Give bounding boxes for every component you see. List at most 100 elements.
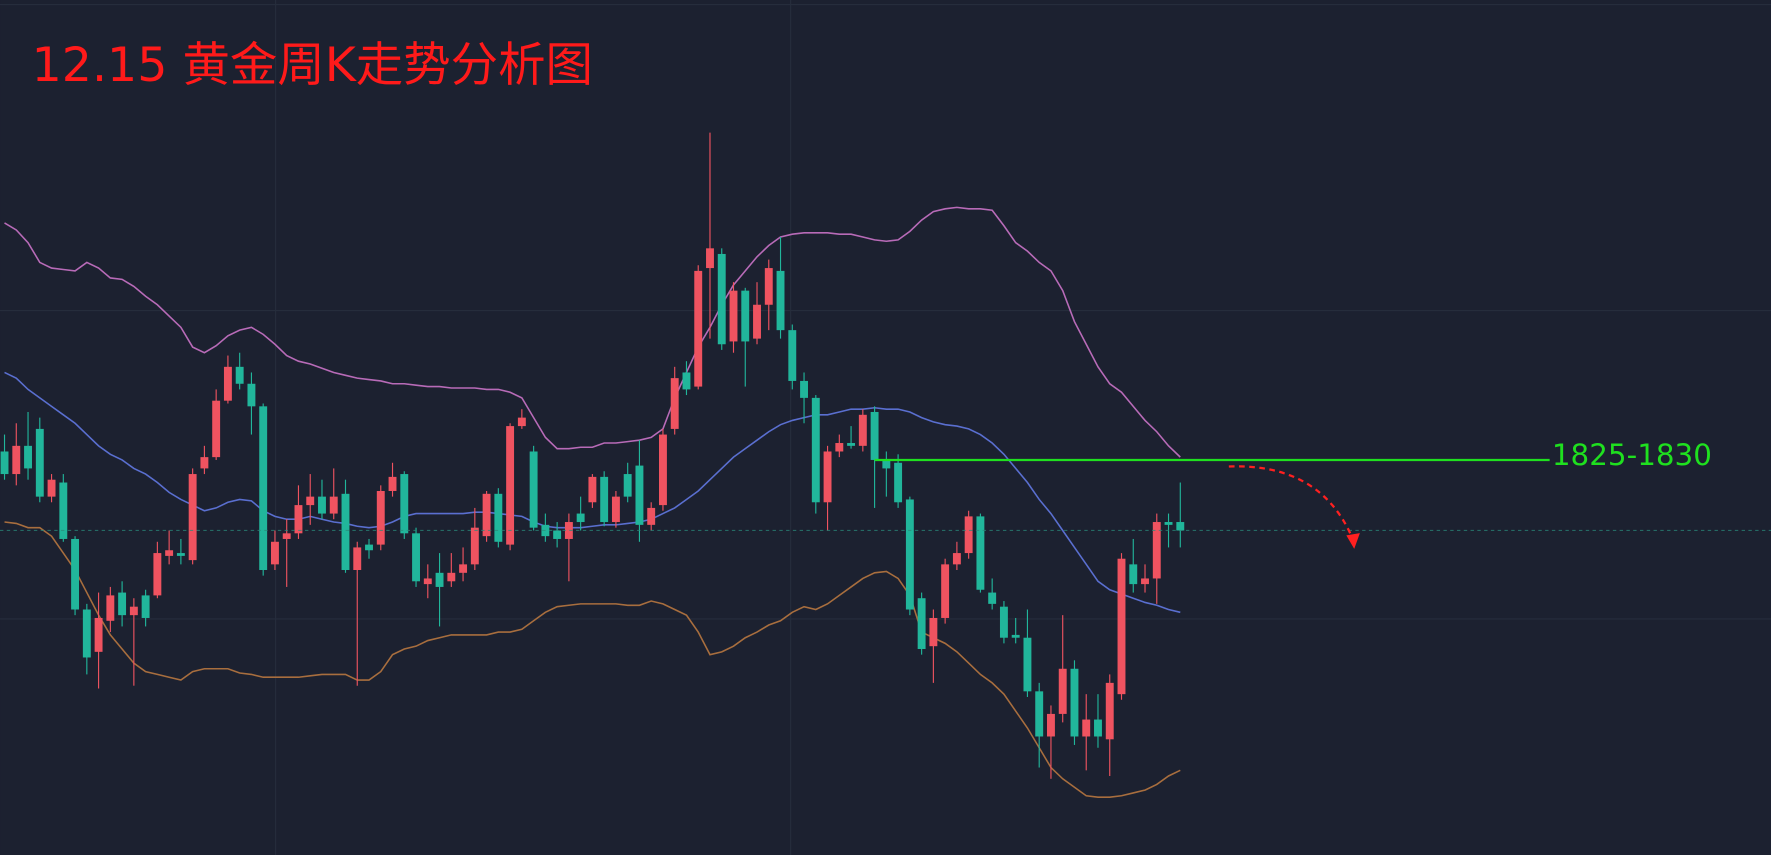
candle-body xyxy=(35,428,44,497)
candle-body xyxy=(282,533,291,539)
candle-body xyxy=(47,479,56,497)
candle-body xyxy=(141,595,150,618)
candle-body xyxy=(24,445,32,469)
candle-body xyxy=(153,553,162,596)
candle-body xyxy=(318,496,326,514)
candle-body xyxy=(94,617,103,652)
candle-body xyxy=(376,490,385,545)
candle-body xyxy=(223,366,232,401)
candle-body xyxy=(1082,719,1091,737)
candle-body xyxy=(129,606,138,616)
candle-body xyxy=(482,493,491,537)
candle-body xyxy=(247,383,256,407)
level-label: 1825-1830 xyxy=(1552,438,1712,472)
candle-body xyxy=(1129,564,1138,585)
candle-body xyxy=(470,527,479,565)
band-line xyxy=(4,371,1181,614)
plot: 1825-1830 xyxy=(0,132,1771,798)
candle-body xyxy=(776,270,785,331)
candle-body xyxy=(506,426,515,545)
candle-body xyxy=(1058,668,1067,714)
candle-body xyxy=(294,505,303,534)
candle-body xyxy=(329,496,338,514)
candle-body xyxy=(729,290,738,342)
candle-body xyxy=(270,541,279,565)
candle-body xyxy=(694,270,703,387)
candle-body xyxy=(576,513,585,523)
candle-body xyxy=(811,397,820,503)
candle-body xyxy=(306,496,315,506)
candle-body xyxy=(353,547,362,570)
trend-arrow xyxy=(1228,465,1355,541)
candle-body xyxy=(1152,522,1161,579)
band-line xyxy=(4,521,1181,798)
candle-body xyxy=(800,380,808,398)
candle-body xyxy=(0,451,9,475)
candle-body xyxy=(905,499,914,610)
candle-body xyxy=(1117,558,1126,695)
candle-body xyxy=(588,476,597,503)
candle-body xyxy=(706,248,714,269)
candle-body xyxy=(658,434,667,506)
candle-body xyxy=(82,609,91,658)
candle-body xyxy=(400,474,409,534)
candle-body xyxy=(999,606,1008,638)
candle-body xyxy=(59,482,68,539)
candle-body xyxy=(1094,719,1102,737)
candle-body xyxy=(165,550,174,556)
candle-body xyxy=(388,476,397,491)
candle-body xyxy=(976,516,985,590)
candle-body xyxy=(71,538,80,610)
candle-body xyxy=(1105,682,1114,740)
candle-body xyxy=(964,516,973,554)
candle-body xyxy=(741,290,750,342)
candle-body xyxy=(717,253,726,345)
candle-body xyxy=(553,530,562,539)
candle-body xyxy=(447,572,456,582)
candle-body xyxy=(423,578,432,585)
candle-body xyxy=(517,417,526,427)
candle-body xyxy=(835,443,844,452)
candle-body xyxy=(952,553,961,565)
candle-body xyxy=(435,572,444,587)
candle-body xyxy=(106,595,115,621)
candle-body xyxy=(200,457,209,469)
candle-body xyxy=(894,462,903,503)
candle-body xyxy=(341,493,350,570)
arrow-head xyxy=(1346,533,1360,549)
candle-body xyxy=(623,474,632,497)
band-line xyxy=(4,206,1181,458)
candle-body xyxy=(1047,713,1055,737)
candle-body xyxy=(682,372,691,390)
candle-body xyxy=(611,496,620,523)
candle-body xyxy=(188,474,197,561)
candle-body xyxy=(847,443,856,446)
candle-body xyxy=(764,268,773,305)
candle-body xyxy=(1164,522,1173,525)
candle-body xyxy=(647,507,656,525)
candle-body xyxy=(459,564,468,573)
candle-body xyxy=(670,378,679,429)
candle-body xyxy=(788,330,797,381)
candle-body xyxy=(1070,668,1079,737)
candle-body xyxy=(917,598,926,650)
candle-body xyxy=(1011,634,1020,638)
candle-body xyxy=(1176,522,1185,531)
candle-body xyxy=(12,445,21,475)
candle-body xyxy=(823,451,832,503)
candle-body xyxy=(494,493,503,542)
candle-body xyxy=(1023,637,1032,692)
candle-body xyxy=(212,400,221,458)
candle-body xyxy=(941,564,950,618)
candle-body xyxy=(635,465,644,525)
candle-body xyxy=(118,592,127,616)
candle-body xyxy=(858,414,867,446)
chart-title: 12.15 黄金周K走势分析图 xyxy=(32,38,593,93)
candle-body xyxy=(1141,578,1149,585)
candle-body xyxy=(600,476,609,523)
candle-body xyxy=(365,544,373,551)
